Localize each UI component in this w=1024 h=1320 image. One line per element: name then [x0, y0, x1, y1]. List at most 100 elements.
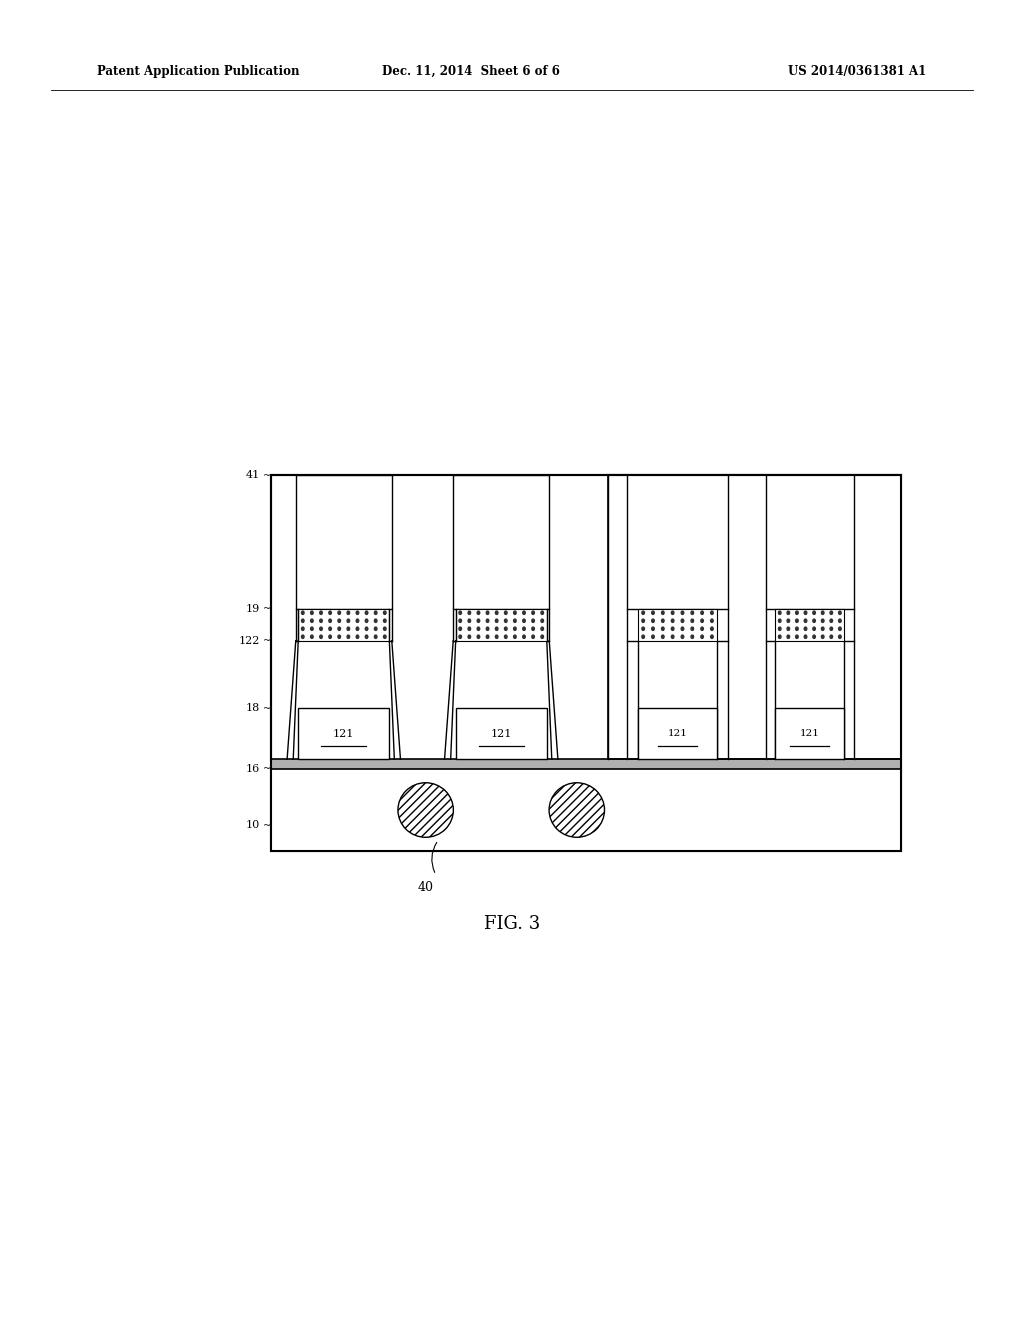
- Circle shape: [839, 627, 841, 631]
- Circle shape: [804, 619, 807, 623]
- Circle shape: [778, 619, 781, 623]
- Circle shape: [662, 627, 665, 631]
- Circle shape: [347, 611, 349, 614]
- Circle shape: [711, 611, 714, 614]
- Circle shape: [787, 619, 790, 623]
- Circle shape: [356, 611, 358, 614]
- Circle shape: [821, 619, 824, 623]
- Circle shape: [375, 635, 377, 639]
- Circle shape: [813, 635, 815, 639]
- Circle shape: [356, 635, 358, 639]
- Text: 40: 40: [418, 882, 433, 895]
- Bar: [454, 475, 549, 609]
- Circle shape: [505, 619, 507, 623]
- Bar: [456, 709, 547, 759]
- Circle shape: [477, 619, 479, 623]
- Circle shape: [651, 611, 654, 614]
- Circle shape: [839, 619, 841, 623]
- Bar: [608, 475, 901, 759]
- Circle shape: [496, 619, 498, 623]
- Circle shape: [486, 611, 488, 614]
- Circle shape: [310, 619, 313, 623]
- Circle shape: [329, 635, 332, 639]
- Circle shape: [496, 611, 498, 614]
- Circle shape: [459, 619, 462, 623]
- Circle shape: [531, 627, 535, 631]
- Text: 121: 121: [668, 730, 687, 738]
- Circle shape: [672, 635, 674, 639]
- Circle shape: [347, 619, 349, 623]
- Text: 41: 41: [246, 470, 260, 480]
- Circle shape: [338, 627, 341, 631]
- Circle shape: [672, 611, 674, 614]
- Circle shape: [531, 611, 535, 614]
- Circle shape: [459, 611, 462, 614]
- Circle shape: [486, 635, 488, 639]
- Circle shape: [366, 627, 368, 631]
- Circle shape: [375, 611, 377, 614]
- Circle shape: [468, 619, 471, 623]
- Circle shape: [691, 627, 693, 631]
- Circle shape: [700, 611, 703, 614]
- Text: ~: ~: [263, 704, 271, 713]
- Bar: [271, 759, 901, 768]
- Circle shape: [319, 611, 323, 614]
- Circle shape: [796, 635, 798, 639]
- Circle shape: [486, 627, 488, 631]
- Circle shape: [319, 635, 323, 639]
- Circle shape: [662, 611, 665, 614]
- Text: ~: ~: [263, 764, 271, 774]
- Circle shape: [384, 627, 386, 631]
- Circle shape: [642, 611, 644, 614]
- Circle shape: [522, 627, 525, 631]
- Circle shape: [310, 627, 313, 631]
- Circle shape: [338, 611, 341, 614]
- Text: Dec. 11, 2014  Sheet 6 of 6: Dec. 11, 2014 Sheet 6 of 6: [382, 65, 560, 78]
- Circle shape: [347, 635, 349, 639]
- Circle shape: [796, 627, 798, 631]
- Circle shape: [691, 619, 693, 623]
- Circle shape: [691, 611, 693, 614]
- Circle shape: [711, 627, 714, 631]
- Circle shape: [505, 635, 507, 639]
- Bar: [298, 609, 389, 640]
- Circle shape: [541, 619, 544, 623]
- Circle shape: [711, 635, 714, 639]
- Circle shape: [531, 635, 535, 639]
- Circle shape: [778, 611, 781, 614]
- Circle shape: [642, 627, 644, 631]
- Circle shape: [468, 627, 471, 631]
- Circle shape: [384, 619, 386, 623]
- Circle shape: [477, 635, 479, 639]
- Circle shape: [821, 627, 824, 631]
- Bar: [775, 609, 844, 640]
- Circle shape: [839, 635, 841, 639]
- Text: ~: ~: [263, 636, 271, 645]
- Text: 19: 19: [246, 603, 260, 614]
- Circle shape: [356, 627, 358, 631]
- Circle shape: [356, 619, 358, 623]
- Circle shape: [496, 635, 498, 639]
- Circle shape: [375, 619, 377, 623]
- Bar: [775, 709, 844, 759]
- Text: 18: 18: [246, 704, 260, 713]
- Circle shape: [821, 611, 824, 614]
- Ellipse shape: [398, 783, 454, 837]
- Circle shape: [796, 619, 798, 623]
- Circle shape: [541, 627, 544, 631]
- Circle shape: [319, 627, 323, 631]
- Bar: [271, 475, 901, 851]
- Circle shape: [496, 627, 498, 631]
- Circle shape: [681, 635, 684, 639]
- Circle shape: [830, 611, 833, 614]
- Circle shape: [787, 635, 790, 639]
- Circle shape: [711, 619, 714, 623]
- Text: 121: 121: [490, 729, 512, 739]
- Ellipse shape: [549, 783, 604, 837]
- Circle shape: [796, 611, 798, 614]
- Circle shape: [531, 619, 535, 623]
- Circle shape: [813, 627, 815, 631]
- Circle shape: [541, 611, 544, 614]
- Circle shape: [541, 635, 544, 639]
- Circle shape: [787, 611, 790, 614]
